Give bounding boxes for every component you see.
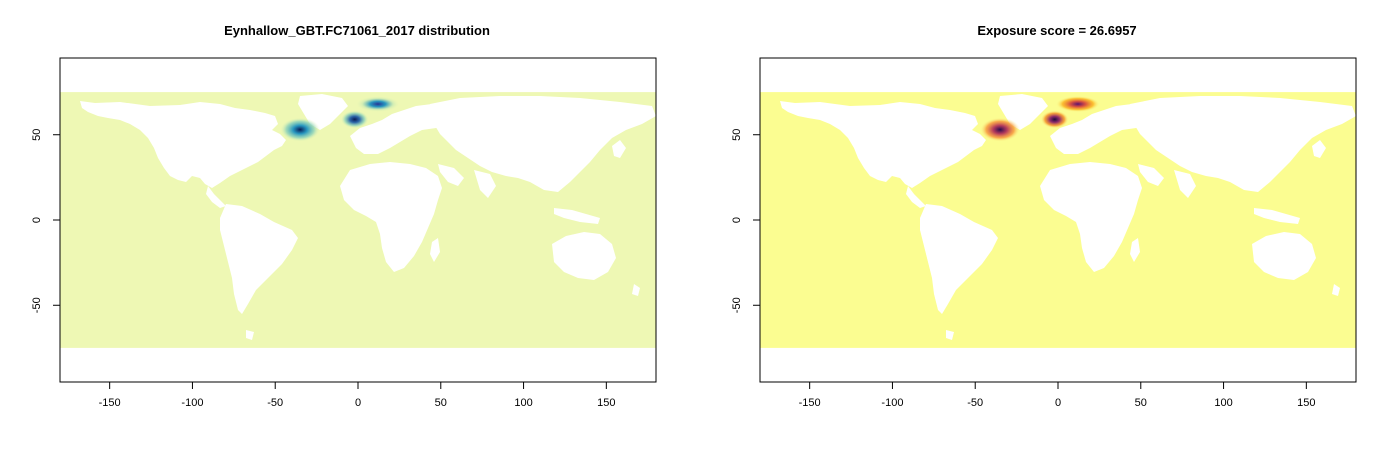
exposure-x-tick-label: -150: [799, 397, 821, 409]
exposure-x-tick-label: -50: [967, 397, 983, 409]
exposure-title: Exposure score = 26.6957: [977, 23, 1136, 38]
distribution-y-tick-label: 50: [31, 129, 43, 141]
distribution-x-tick-label: 50: [435, 397, 447, 409]
distribution-title: Eynhallow_GBT.FC71061_2017 distribution: [224, 23, 490, 38]
distribution-x-tick-label: -100: [181, 397, 203, 409]
exposure-x-tick-label: 0: [1055, 397, 1061, 409]
distribution-hotspot-3: [355, 96, 400, 113]
distribution-plot-area: -150 -100 -50 0 50 100 150 -50 0 50: [31, 57, 657, 409]
distribution-panel: Eynhallow_GBT.FC71061_2017 distribution …: [31, 23, 657, 409]
exposure-plot-area: -150 -100 -50 0 50 100 150 -50 0 50: [731, 57, 1357, 409]
distribution-x-tick-label: 0: [355, 397, 361, 409]
exposure-x-tick-label: 100: [1214, 397, 1232, 409]
exposure-panel: Exposure score = 26.6957 -150 -100 -50 0 50 1…: [731, 23, 1357, 409]
exposure-hotspot-3: [1055, 96, 1100, 113]
distribution-hotspot-1: [280, 117, 321, 142]
distribution-hotspot-2: [340, 110, 369, 129]
exposure-hotspot-1: [980, 117, 1021, 142]
distribution-x-tick-label: -50: [267, 397, 283, 409]
distribution-x-tick-label: -150: [99, 397, 121, 409]
distribution-y-tick-label: -50: [31, 297, 43, 313]
exposure-y-tick-label: -50: [731, 297, 743, 313]
exposure-hotspot-2: [1040, 110, 1069, 129]
exposure-x-tick-label: 50: [1135, 397, 1147, 409]
distribution-y-tick-label: 0: [31, 217, 43, 223]
distribution-x-tick-label: 150: [597, 397, 615, 409]
exposure-y-tick-label: 0: [731, 217, 743, 223]
exposure-x-tick-label: 150: [1297, 397, 1315, 409]
exposure-x-tick-label: -100: [881, 397, 903, 409]
distribution-x-tick-label: 100: [514, 397, 532, 409]
exposure-y-tick-label: 50: [731, 129, 743, 141]
